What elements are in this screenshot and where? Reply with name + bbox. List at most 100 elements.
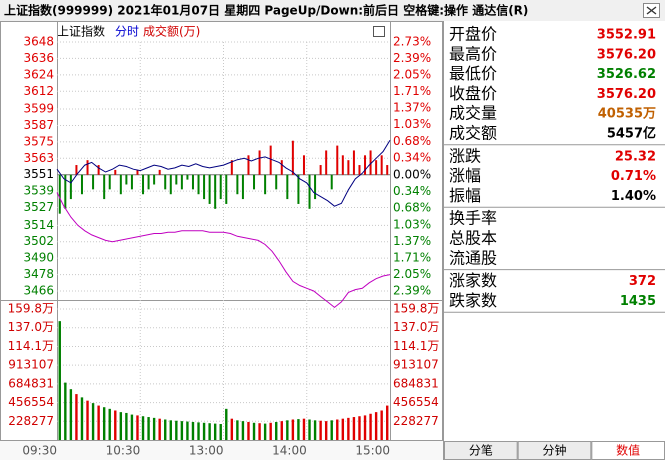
volume-bar <box>191 421 195 440</box>
volume-bar <box>197 422 200 440</box>
pct-tick-label: 1.37% <box>393 101 431 115</box>
time-axis-bar <box>0 441 443 460</box>
pct-tick-label: 0.34% <box>393 151 431 165</box>
close-button[interactable] <box>643 3 660 18</box>
breadth-bar <box>269 145 272 175</box>
pct-tick-label: 0.68% <box>393 200 431 214</box>
pct-tick-label: 2.39% <box>393 51 431 65</box>
breadth-bar <box>92 174 95 190</box>
volume-bar <box>97 405 100 440</box>
pct-tick-label: 1.71% <box>393 84 431 98</box>
breadth-bar <box>197 174 200 195</box>
volume-bar <box>358 416 361 440</box>
index-line <box>56 139 391 207</box>
volume-bar <box>324 421 328 440</box>
breadth-bar <box>153 174 156 185</box>
tab-label[interactable]: 分笔 <box>469 443 493 458</box>
volume-bar <box>91 403 95 440</box>
volume-tick-label: 228277 <box>393 414 439 428</box>
time-tick-label: 15:00 <box>355 444 390 458</box>
quote-label: 收盘价 <box>449 84 497 103</box>
volume-bar <box>175 420 178 440</box>
breadth-bar <box>169 174 172 195</box>
volume-bar <box>241 421 245 440</box>
volume-tick-label: 913107 <box>8 358 54 372</box>
title-bar <box>0 0 665 21</box>
quote-value: 3526.62 <box>597 67 656 82</box>
time-tick-label: 10:30 <box>106 444 141 458</box>
pct-tick-label: 1.03% <box>393 117 431 131</box>
breadth-bar <box>230 160 233 175</box>
breadth-bar <box>80 174 83 195</box>
pct-tick-label: 2.73% <box>393 35 431 49</box>
volume-tick-label: 137.0万 <box>393 320 439 334</box>
breadth-bar <box>302 155 305 175</box>
tab-label[interactable]: 数值 <box>616 443 640 458</box>
volume-bar <box>108 408 111 440</box>
time-tick-label: 14:00 <box>272 444 307 458</box>
volume-bar <box>263 423 267 440</box>
time-tick-label: 09:30 <box>22 444 57 458</box>
breadth-bar <box>308 174 311 209</box>
breadth-bar <box>147 174 150 190</box>
breadth-bar <box>280 160 283 175</box>
volume-bar <box>313 420 317 440</box>
volume-bar <box>169 420 172 440</box>
quote-label: 振幅 <box>449 186 481 205</box>
breadth-bar <box>142 174 145 195</box>
breadth-bar <box>319 165 322 175</box>
volume-tick-label: 159.8万 <box>8 302 54 316</box>
breadth-bar <box>103 174 106 200</box>
quote-label: 涨幅 <box>449 166 481 185</box>
pct-tick-label: 2.05% <box>393 68 431 82</box>
breadth-bar <box>69 174 72 200</box>
volume-bar <box>125 412 128 440</box>
volume-bar <box>141 416 145 440</box>
pct-tick-label: 2.39% <box>393 284 431 298</box>
breadth-bar <box>341 155 344 175</box>
breadth-bar <box>203 174 206 200</box>
quote-value: 3552.91 <box>597 28 656 43</box>
breadth-bar <box>369 150 372 175</box>
breadth-bar <box>225 174 228 204</box>
volume-bar <box>380 410 383 440</box>
breadth-bar <box>236 174 239 195</box>
volume-bar <box>330 420 333 440</box>
quote-label: 成交额 <box>449 124 497 143</box>
volume-bar <box>114 410 117 440</box>
quote-label: 涨跌 <box>449 146 481 165</box>
time-tick-label: 13:00 <box>189 444 224 458</box>
quote-label: 总股本 <box>449 229 497 248</box>
volume-bar <box>80 397 84 440</box>
tab-label[interactable]: 分钟 <box>542 443 566 458</box>
quote-value: 372 <box>629 274 656 289</box>
volume-bar <box>386 405 389 440</box>
volume-bar <box>302 418 306 440</box>
breadth-bar <box>125 174 128 185</box>
volume-bar <box>319 420 322 440</box>
volume-bar <box>186 421 189 440</box>
quote-value: 3576.20 <box>597 47 656 62</box>
volume-bar <box>164 419 167 440</box>
breadth-bar <box>164 174 167 190</box>
volume-bar <box>86 400 89 440</box>
breadth-bar <box>136 169 139 175</box>
breadth-bar <box>264 174 267 195</box>
window-title: 上证指数(999999) 2021年01月07日 星期四 PageUp/Down… <box>4 3 528 18</box>
breadth-bar <box>253 174 256 190</box>
price-tick-label: 3502 <box>23 234 54 248</box>
quote-label: 成交量 <box>449 104 497 123</box>
breadth-bar <box>191 174 194 190</box>
breadth-bar <box>286 174 289 200</box>
chart-options-icon[interactable] <box>373 26 385 37</box>
breadth-bar <box>97 165 100 175</box>
quote-label: 换手率 <box>449 209 497 228</box>
volume-bar <box>347 417 350 440</box>
volume-bar <box>75 394 78 440</box>
volume-bar <box>275 421 278 440</box>
volume-bar <box>180 421 184 440</box>
chart-frame <box>0 21 443 441</box>
volume-bar <box>341 418 345 440</box>
volume-tick-label: 228277 <box>8 414 54 428</box>
